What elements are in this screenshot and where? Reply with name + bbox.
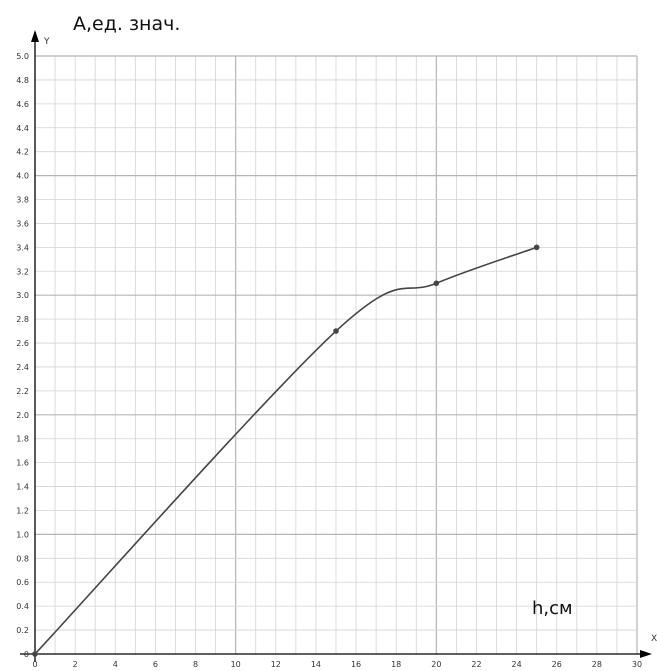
y-tick-label: 2.6 bbox=[16, 339, 29, 348]
grid bbox=[35, 55, 638, 654]
y-tick-label: 2.8 bbox=[16, 315, 29, 324]
y-tick-label: 2.0 bbox=[16, 411, 29, 420]
x-tick-label: 28 bbox=[592, 660, 602, 669]
x-tick-labels: 0 2 4 6 8 10 12 14 16 18 20 22 24 26 28 30 bbox=[32, 660, 642, 669]
x-tick-label: 8 bbox=[193, 660, 198, 669]
x-tick-label: 4 bbox=[113, 660, 118, 669]
y-tick-label: 3.4 bbox=[16, 243, 29, 252]
y-tick-label: 0.6 bbox=[16, 578, 29, 587]
data-point bbox=[32, 651, 38, 657]
x-tick-label: 16 bbox=[351, 660, 361, 669]
y-tick-label: 3.8 bbox=[16, 196, 29, 205]
y-tick-label: 2.2 bbox=[16, 387, 29, 396]
y-tick-label: 5.0 bbox=[16, 52, 29, 61]
y-tick-label: 1.4 bbox=[16, 483, 29, 492]
y-tick-label: 4.0 bbox=[16, 172, 29, 181]
y-tick-label: 1.2 bbox=[16, 506, 29, 515]
y-axis-arrow bbox=[31, 30, 39, 42]
x-axis-title: h,см bbox=[532, 598, 573, 619]
x-tick-label: 26 bbox=[552, 660, 562, 669]
y-tick-label: 1.6 bbox=[16, 459, 29, 468]
x-tick-label: 30 bbox=[632, 660, 642, 669]
x-tick-label: 0 bbox=[32, 660, 37, 669]
x-tick-label: 18 bbox=[391, 660, 401, 669]
x-tick-label: 12 bbox=[271, 660, 281, 669]
y-tick-label: 4.2 bbox=[16, 148, 29, 157]
y-tick-labels: 0 0.2 0.4 0.6 0.8 1.0 1.2 1.4 1.6 1.8 2.0 2.2 2.4 2.6… bbox=[16, 52, 29, 659]
y-tick-label: 0.2 bbox=[16, 626, 29, 635]
y-tick-label: 0 bbox=[24, 650, 29, 659]
x-axis-letter: X bbox=[651, 634, 657, 644]
y-tick-label: 1.8 bbox=[16, 435, 29, 444]
y-tick-label: 3.0 bbox=[16, 291, 29, 300]
y-tick-label: 4.4 bbox=[16, 124, 29, 133]
y-tick-label: 4.6 bbox=[16, 100, 29, 109]
data-point bbox=[433, 280, 440, 287]
axes bbox=[20, 30, 652, 662]
x-tick-label: 20 bbox=[431, 660, 441, 669]
y-tick-label: 3.6 bbox=[16, 219, 29, 228]
x-tick-label: 22 bbox=[471, 660, 481, 669]
y-tick-label: 1.0 bbox=[16, 530, 29, 539]
y-tick-label: 2.4 bbox=[16, 363, 29, 372]
x-tick-label: 14 bbox=[311, 660, 321, 669]
y-tick-label: 3.2 bbox=[16, 267, 29, 276]
x-tick-label: 24 bbox=[512, 660, 522, 669]
y-axis-letter: Y bbox=[43, 37, 50, 47]
series bbox=[32, 244, 540, 657]
x-tick-label: 2 bbox=[73, 660, 78, 669]
data-point bbox=[333, 328, 339, 334]
y-axis-title: А,ед. знач. bbox=[73, 13, 180, 35]
x-tick-label: 6 bbox=[153, 660, 158, 669]
data-point bbox=[533, 244, 540, 251]
x-axis-arrow bbox=[640, 650, 652, 658]
y-tick-label: 0.4 bbox=[16, 602, 29, 611]
x-tick-label: 10 bbox=[231, 660, 241, 669]
series-line bbox=[34, 246, 537, 655]
y-tick-label: 0.8 bbox=[16, 554, 29, 563]
y-tick-label: 4.8 bbox=[16, 76, 29, 85]
